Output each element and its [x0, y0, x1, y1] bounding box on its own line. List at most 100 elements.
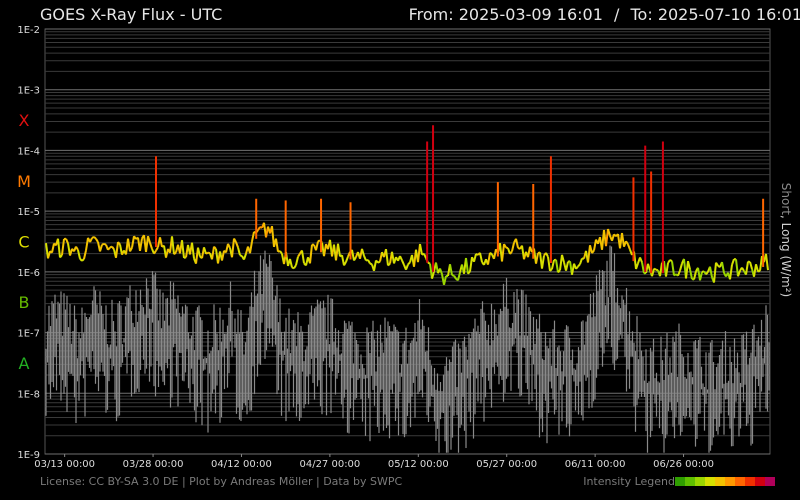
long-flux-trace — [221, 250, 225, 261]
long-flux-trace — [203, 247, 207, 255]
long-flux-trace — [309, 244, 313, 264]
long-flux-trace — [501, 244, 505, 262]
y-tick-label: 1E-4 — [17, 146, 40, 157]
long-flux-trace — [181, 240, 185, 259]
long-flux-trace — [677, 270, 681, 277]
long-flux-trace — [489, 251, 493, 256]
long-flux-trace — [173, 251, 177, 255]
long-flux-trace — [295, 256, 299, 266]
long-flux-trace — [469, 257, 473, 272]
license-footer: License: CC BY-SA 3.0 DE | Plot by Andre… — [40, 475, 403, 488]
long-flux-trace — [621, 232, 625, 247]
long-flux-trace — [551, 259, 555, 270]
long-flux-trace — [577, 263, 581, 268]
long-flux-trace — [465, 257, 469, 274]
x-tick-label: 06/11 00:00 — [565, 459, 626, 470]
long-flux-trace — [117, 241, 121, 246]
long-flux-trace — [149, 242, 153, 250]
long-flux-trace — [713, 262, 717, 283]
to-value: 2025-07-10 16:01 — [657, 5, 800, 24]
long-flux-trace — [639, 257, 643, 263]
long-flux-trace — [715, 262, 719, 267]
long-flux-trace — [77, 249, 81, 259]
long-flux-trace — [453, 275, 457, 280]
long-flux-trace — [147, 235, 151, 244]
long-flux-trace — [443, 275, 447, 286]
flare-class-label-c: C — [18, 233, 29, 252]
intensity-legend-swatch — [705, 477, 715, 486]
long-flux-trace — [625, 240, 629, 245]
long-flux-trace — [367, 259, 371, 264]
long-flux-trace — [111, 245, 115, 250]
time-range: From: 2025-03-09 16:01 / To: 2025-07-10 … — [409, 5, 800, 24]
intensity-legend-swatch — [745, 477, 755, 486]
long-flux-trace — [205, 251, 209, 255]
flare-class-label-x: X — [19, 111, 30, 130]
long-flux-trace — [687, 260, 691, 270]
long-flux-trace — [605, 228, 609, 247]
long-flux-trace — [243, 253, 247, 260]
long-flux-trace — [93, 236, 97, 240]
long-flux-trace — [65, 238, 69, 244]
long-flux-trace — [375, 259, 379, 264]
long-flux-trace — [237, 247, 241, 256]
long-flux-trace — [423, 253, 427, 259]
long-flux-trace — [289, 258, 293, 268]
long-flux-trace — [515, 238, 519, 248]
y-tick-label: 1E-5 — [17, 207, 40, 218]
intensity-legend-swatch — [735, 477, 745, 486]
long-flux-trace — [227, 243, 231, 249]
long-flux-trace — [493, 249, 497, 260]
long-flux-trace — [351, 249, 355, 261]
long-flux-trace — [85, 237, 89, 251]
long-flux-trace — [555, 259, 559, 273]
long-flux-trace — [669, 259, 673, 263]
long-flux-trace — [673, 273, 677, 277]
long-flux-trace — [131, 236, 135, 248]
long-flux-trace — [387, 262, 391, 267]
long-flux-trace — [207, 251, 211, 255]
long-flux-trace — [171, 236, 175, 255]
x-tick-label: 03/13 00:00 — [34, 459, 95, 470]
long-flux-trace — [275, 238, 279, 252]
long-flux-trace — [547, 256, 551, 272]
long-flux-trace — [757, 269, 761, 273]
long-flux-trace — [323, 243, 327, 257]
long-flux-trace — [341, 255, 345, 266]
long-flux-trace — [479, 252, 483, 263]
long-flux-trace — [103, 242, 107, 246]
flare-class-label-b: B — [19, 293, 30, 312]
long-flux-trace — [731, 258, 735, 266]
long-flux-trace — [345, 256, 349, 263]
intensity-legend-swatch — [765, 477, 775, 486]
long-flux-trace — [211, 246, 215, 260]
long-flux-trace — [361, 248, 365, 257]
long-flux-trace — [457, 272, 461, 281]
intensity-legend-swatch — [675, 477, 685, 486]
y-tick-label: 1E-6 — [17, 268, 40, 279]
long-flux-trace — [83, 250, 87, 260]
long-flux-trace — [271, 226, 275, 247]
long-flux-trace — [75, 246, 79, 251]
long-flux-trace — [277, 250, 281, 253]
long-flux-trace — [99, 244, 103, 252]
long-flux-trace — [541, 255, 545, 269]
long-flux-trace — [449, 264, 453, 276]
intensity-legend-swatch — [695, 477, 705, 486]
long-flux-trace — [759, 255, 763, 271]
long-flux-trace — [369, 262, 373, 266]
x-tick-label: 06/26 00:00 — [653, 459, 714, 470]
long-flux-trace — [293, 264, 297, 269]
y-tick-label: 1E-2 — [17, 25, 40, 36]
long-flux-trace — [51, 243, 55, 253]
y-tick-label: 1E-8 — [17, 389, 40, 400]
x-tick-label: 05/12 00:00 — [388, 459, 449, 470]
long-flux-trace — [57, 238, 61, 258]
long-flux-trace — [129, 247, 133, 252]
long-flux-trace — [89, 237, 93, 243]
long-flux-trace — [535, 252, 539, 264]
long-flux-trace — [511, 242, 515, 252]
flare-class-label-m: M — [17, 172, 31, 191]
long-flux-trace — [279, 250, 283, 255]
long-flux-trace — [197, 247, 201, 257]
